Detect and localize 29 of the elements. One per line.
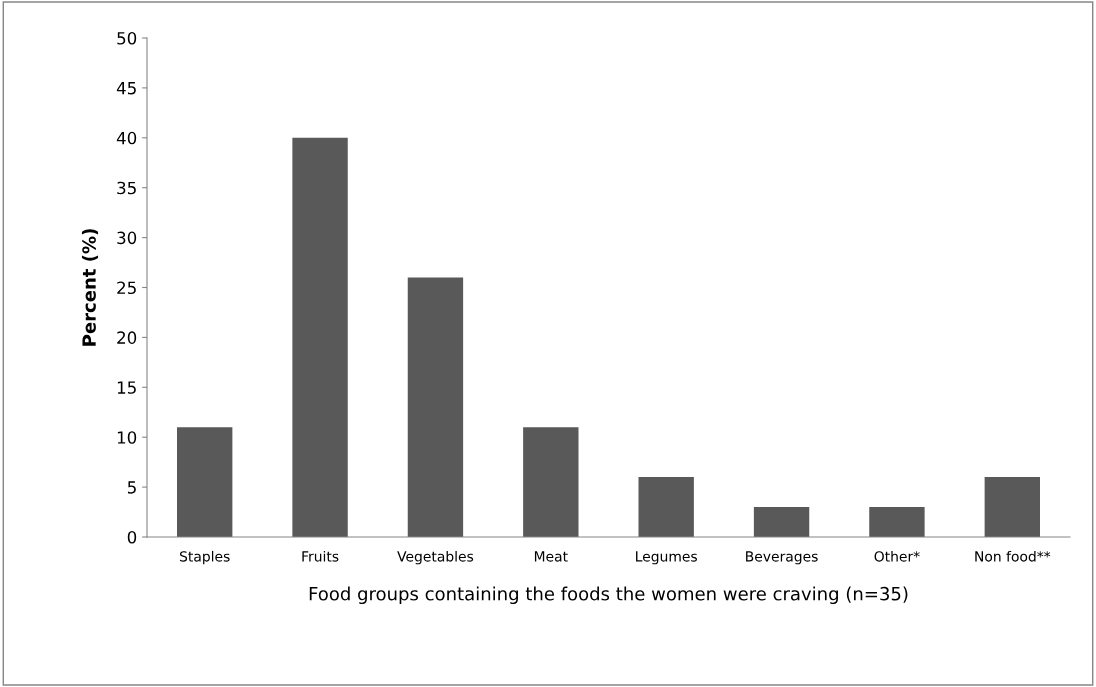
x-tick-label: Non food** xyxy=(975,550,1051,562)
y-tick-label: 20 xyxy=(117,331,137,344)
y-tick-label: 25 xyxy=(117,281,136,295)
x-tick-label: Legumes xyxy=(636,551,697,565)
y-tick-label: 15 xyxy=(117,381,136,394)
y-tick-label: 0 xyxy=(127,530,137,544)
x-axis-title: Food groups containing the foods the women were craving (n=35) xyxy=(309,586,908,605)
x-tick-label: Meat xyxy=(534,551,568,562)
x-tick-label: Staples xyxy=(179,550,230,565)
x-tick-label: Vegetables xyxy=(397,550,474,565)
x-tick-label: Beverages xyxy=(746,551,818,565)
bar xyxy=(869,507,925,537)
y-axis-title: Percent (%) xyxy=(81,229,99,346)
y-tick-label: 50 xyxy=(117,31,137,45)
y-tick-label: 45 xyxy=(116,82,136,95)
bar xyxy=(638,477,694,537)
y-tick-label: 10 xyxy=(117,431,137,444)
bar xyxy=(177,427,233,537)
bar xyxy=(292,137,348,537)
bar xyxy=(523,427,579,537)
bar xyxy=(407,277,464,537)
bar xyxy=(984,477,1040,537)
y-tick-label: 30 xyxy=(117,231,137,245)
x-tick-label: Fruits xyxy=(302,550,339,562)
x-tick-label: Other* xyxy=(874,550,920,562)
bar xyxy=(753,507,810,537)
y-tick-label: 35 xyxy=(117,181,136,195)
y-tick-label: 40 xyxy=(116,131,137,145)
y-tick-label: 5 xyxy=(127,481,136,494)
